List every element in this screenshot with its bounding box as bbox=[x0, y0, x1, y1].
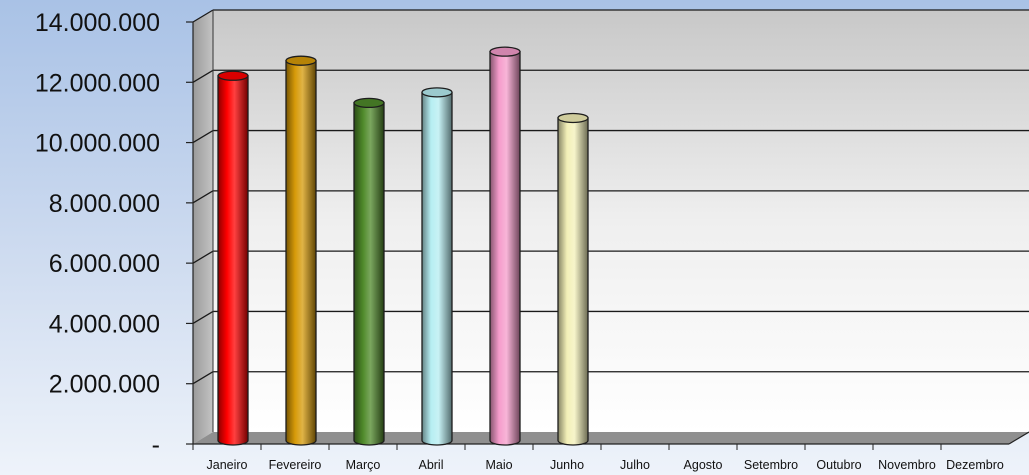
bar-top bbox=[421, 87, 453, 98]
left-side-wall bbox=[193, 10, 213, 444]
y-axis-ticks: 14.000.000 12.000.000 10.000.000 8.000.000 6… bbox=[35, 9, 193, 459]
x-tick-label: Maio bbox=[485, 458, 512, 472]
y-tick-label: 14.000.000 bbox=[35, 9, 160, 37]
gridline-side bbox=[192, 69, 214, 83]
floor bbox=[193, 432, 1029, 444]
x-tick-label: Agosto bbox=[684, 458, 723, 472]
y-tick-label: 2.000.000 bbox=[49, 371, 160, 399]
bar-top bbox=[217, 70, 249, 81]
x-tick-label: Setembro bbox=[744, 458, 798, 472]
x-tick-label: Janeiro bbox=[207, 458, 248, 472]
bar-body bbox=[217, 75, 249, 446]
y-tick-label: - bbox=[152, 431, 160, 459]
y-tick-label: 10.000.000 bbox=[35, 130, 160, 158]
x-tick-label: Abril bbox=[418, 458, 443, 472]
bar-body bbox=[285, 60, 317, 446]
plot-area bbox=[193, 10, 1029, 444]
bar-top bbox=[557, 112, 589, 124]
x-axis-ticks: Janeiro Fevereiro Março Abril Maio Junho Julho… bbox=[192, 444, 1004, 472]
gridlines bbox=[192, 9, 1029, 385]
bar-top bbox=[489, 46, 521, 57]
bar-body bbox=[557, 117, 589, 446]
gridline-side bbox=[192, 250, 214, 264]
bar bbox=[217, 70, 249, 446]
bar-body bbox=[421, 91, 453, 446]
gridline-side bbox=[192, 130, 214, 144]
bars bbox=[217, 46, 589, 446]
x-tick-label: Junho bbox=[550, 458, 584, 472]
bar bbox=[285, 55, 317, 446]
bar-body bbox=[353, 102, 385, 446]
y-tick-label: 4.000.000 bbox=[49, 310, 160, 338]
x-tick-label: Novembro bbox=[878, 458, 936, 472]
bar-body bbox=[489, 51, 521, 446]
x-tick-label: Outubro bbox=[816, 458, 861, 472]
bar bbox=[557, 112, 589, 446]
y-tick-label: 6.000.000 bbox=[49, 250, 160, 278]
gridline-side bbox=[192, 310, 214, 324]
gridline-side bbox=[192, 190, 214, 204]
x-tick-label: Março bbox=[346, 458, 381, 472]
floor-edge bbox=[1008, 431, 1029, 445]
bar-top bbox=[353, 97, 385, 109]
gridline-side bbox=[192, 371, 214, 385]
y-tick-label: 12.000.000 bbox=[35, 69, 160, 97]
y-tick-label: 8.000.000 bbox=[49, 190, 160, 218]
x-tick-label: Julho bbox=[620, 458, 650, 472]
x-tick-label: Dezembro bbox=[946, 458, 1004, 472]
bar bbox=[353, 97, 385, 446]
gridline-side bbox=[192, 9, 214, 23]
bar-top bbox=[285, 55, 317, 66]
x-tick-label: Fevereiro bbox=[269, 458, 322, 472]
bar bbox=[421, 87, 453, 446]
back-wall bbox=[213, 10, 1029, 432]
bar bbox=[489, 46, 521, 446]
